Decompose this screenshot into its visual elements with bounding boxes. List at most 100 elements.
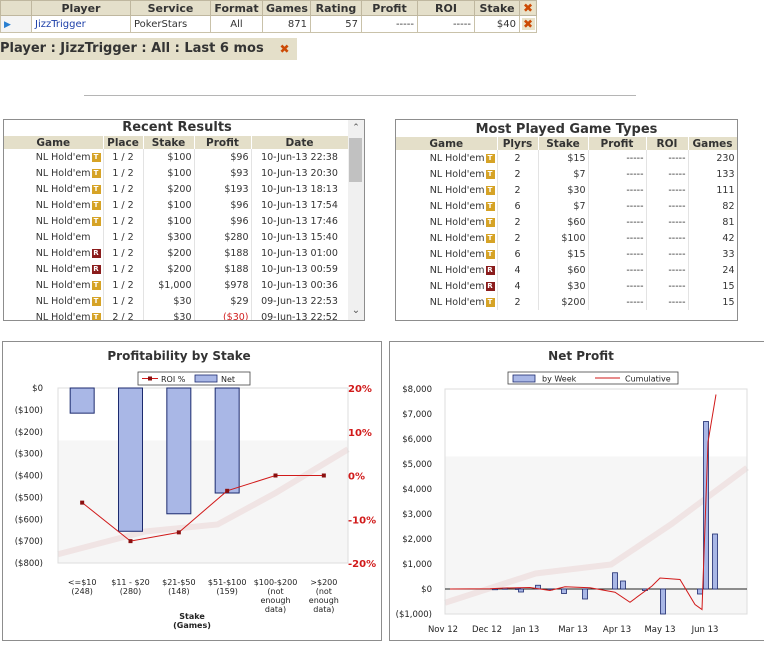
game-type-row[interactable]: NL Hold'em R 4 $30 ----- ----- 15 xyxy=(396,278,737,294)
stake-cell: $100 xyxy=(143,149,195,165)
recent-col-date[interactable]: Date xyxy=(251,136,349,149)
game-name: NL Hold'em xyxy=(35,311,91,321)
week-bar xyxy=(612,572,618,590)
col-format[interactable]: Format xyxy=(210,0,263,16)
plyrs-cell: 6 xyxy=(497,198,539,214)
game-type-row[interactable]: NL Hold'em T 2 $100 ----- ----- 42 xyxy=(396,230,737,246)
tournament-badge-icon: T xyxy=(91,312,101,320)
col-service[interactable]: Service xyxy=(130,0,211,16)
week-bar xyxy=(697,588,703,595)
watermark-arrow xyxy=(444,465,749,606)
triangle-right-icon: ▶ xyxy=(4,19,11,30)
watermark-arrow xyxy=(57,446,350,558)
y-tick: $8,000 xyxy=(402,385,432,395)
played-col-game[interactable]: Game xyxy=(396,137,498,150)
recent-result-row[interactable]: NL Hold'em T 1 / 2 $1,000 $978 10-Jun-13 00:3… xyxy=(4,277,349,293)
most-played-title: Most Played Game Types xyxy=(475,122,658,137)
recent-col-stake[interactable]: Stake xyxy=(143,136,195,149)
recent-result-row[interactable]: NL Hold'em T 1 / 2 $100 $96 10-Jun-13 22:38 xyxy=(4,149,349,165)
played-col-games[interactable]: Games xyxy=(688,137,737,150)
y-left-tick: ($400) xyxy=(15,472,43,482)
plyrs-cell: 2 xyxy=(497,294,539,310)
game-cell: NL Hold'em T xyxy=(4,213,104,229)
game-type-row[interactable]: NL Hold'em T 2 $200 ----- ----- 15 xyxy=(396,294,737,310)
col-rating[interactable]: Rating xyxy=(310,0,362,16)
player-name-link[interactable]: JizzTrigger xyxy=(35,18,86,30)
subtitle-text: Player : JizzTrigger : All : Last 6 mos xyxy=(0,41,264,56)
chevron-down-icon[interactable]: ⌄ xyxy=(351,305,361,316)
recent-result-row[interactable]: NL Hold'em R 1 / 2 $200 $188 10-Jun-13 00:59 xyxy=(4,261,349,277)
remove-player-button[interactable]: ✖ xyxy=(519,15,537,33)
recent-result-row[interactable]: NL Hold'em T 1 / 2 $100 $93 10-Jun-13 20:30 xyxy=(4,165,349,181)
net-profit-chart: Net Profit by Week Cumulative $8,000 $7,000 $… xyxy=(396,349,749,635)
date-cell: 10-Jun-13 20:30 xyxy=(251,165,349,181)
week-bar xyxy=(660,588,666,615)
profit-cell: ----- xyxy=(588,150,647,166)
game-type-row[interactable]: NL Hold'em T 2 $15 ----- ----- 230 xyxy=(396,150,737,166)
game-type-row[interactable]: NL Hold'em T 6 $15 ----- ----- 33 xyxy=(396,246,737,262)
service-cell: PokerStars xyxy=(130,15,211,33)
profit-cell: $188 xyxy=(194,261,252,277)
close-all-button[interactable]: ✖ xyxy=(519,0,537,16)
stake-cell: $30 xyxy=(143,309,195,320)
game-name: NL Hold'em xyxy=(35,215,91,227)
recent-results-scrollbar[interactable]: ⌃ ⌄ xyxy=(348,120,364,320)
rebuy-badge-icon: R xyxy=(485,281,495,291)
game-cell: NL Hold'em T xyxy=(396,182,498,198)
recent-result-row[interactable]: NL Hold'em 1 / 2 $300 $280 10-Jun-13 15:40 xyxy=(4,229,349,245)
net-profit-chart-panel: Net Profit by Week Cumulative $8,000 $7,000 $… xyxy=(389,341,764,641)
week-bar xyxy=(620,580,626,590)
stake-cell: $200 xyxy=(143,261,195,277)
profit-cell: $93 xyxy=(194,165,252,181)
col-player[interactable]: Player xyxy=(31,0,131,16)
recent-result-row[interactable]: NL Hold'em T 1 / 2 $30 $29 09-Jun-13 22:53 xyxy=(4,293,349,309)
x-tick: Jan 13 xyxy=(512,625,540,635)
player-row[interactable]: ▶ JizzTrigger PokerStars All 871 57 ----… xyxy=(0,15,537,33)
recent-result-row[interactable]: NL Hold'em R 1 / 2 $200 $188 10-Jun-13 01:00 xyxy=(4,245,349,261)
x-tick: Jun 13 xyxy=(691,625,719,635)
chevron-up-icon[interactable]: ⌃ xyxy=(352,123,360,133)
profit-cell: $29 xyxy=(194,293,252,309)
plyrs-cell: 2 xyxy=(497,214,539,230)
game-type-row[interactable]: NL Hold'em T 2 $60 ----- ----- 81 xyxy=(396,214,737,230)
played-col-profit[interactable]: Profit xyxy=(588,137,647,150)
recent-result-row[interactable]: NL Hold'em T 1 / 2 $100 $96 10-Jun-13 17:46 xyxy=(4,213,349,229)
games-cell: 24 xyxy=(688,262,737,278)
stake-cell: $100 xyxy=(143,197,195,213)
col-stake[interactable]: Stake xyxy=(474,0,520,16)
profit-cell: ----- xyxy=(588,246,647,262)
format-cell: All xyxy=(210,15,263,33)
profit-cell: ----- xyxy=(588,166,647,182)
roi-cell: ----- xyxy=(646,214,689,230)
profit-cell: $193 xyxy=(194,181,252,197)
col-profit[interactable]: Profit xyxy=(361,0,418,16)
legend-net-swatch xyxy=(194,374,218,383)
col-games[interactable]: Games xyxy=(262,0,311,16)
stake-cell: $300 xyxy=(143,229,195,245)
game-type-row[interactable]: NL Hold'em T 2 $7 ----- ----- 133 xyxy=(396,166,737,182)
scrollbar-thumb[interactable] xyxy=(349,138,362,182)
recent-col-game[interactable]: Game xyxy=(4,136,104,149)
date-cell: 10-Jun-13 01:00 xyxy=(251,245,349,261)
game-name: NL Hold'em xyxy=(429,280,485,292)
game-type-row[interactable]: NL Hold'em T 2 $30 ----- ----- 111 xyxy=(396,182,737,198)
game-type-row[interactable]: NL Hold'em R 4 $60 ----- ----- 24 xyxy=(396,262,737,278)
close-x-icon[interactable]: ✖ xyxy=(279,42,290,56)
game-name: NL Hold'em xyxy=(429,296,485,308)
game-name: NL Hold'em xyxy=(429,248,485,260)
plyrs-cell: 2 xyxy=(497,230,539,246)
recent-col-place[interactable]: Place xyxy=(103,136,144,149)
recent-result-row[interactable]: NL Hold'em T 1 / 2 $200 $193 10-Jun-13 18:13 xyxy=(4,181,349,197)
recent-result-row[interactable]: NL Hold'em T 2 / 2 $30 ($30) 09-Jun-13 22:52 xyxy=(4,309,349,321)
plyrs-cell: 4 xyxy=(497,262,539,278)
played-col-plyrs[interactable]: Plyrs xyxy=(497,137,539,150)
stake-cell: $60 xyxy=(538,262,589,278)
game-type-row[interactable]: NL Hold'em T 6 $7 ----- ----- 82 xyxy=(396,198,737,214)
played-col-roi[interactable]: ROI xyxy=(646,137,689,150)
recent-result-row[interactable]: NL Hold'em T 1 / 2 $100 $96 10-Jun-13 17:54 xyxy=(4,197,349,213)
date-cell: 10-Jun-13 18:13 xyxy=(251,181,349,197)
col-roi[interactable]: ROI xyxy=(417,0,475,16)
played-col-stake[interactable]: Stake xyxy=(538,137,589,150)
recent-col-profit[interactable]: Profit xyxy=(194,136,252,149)
profit-cell: ----- xyxy=(588,214,647,230)
